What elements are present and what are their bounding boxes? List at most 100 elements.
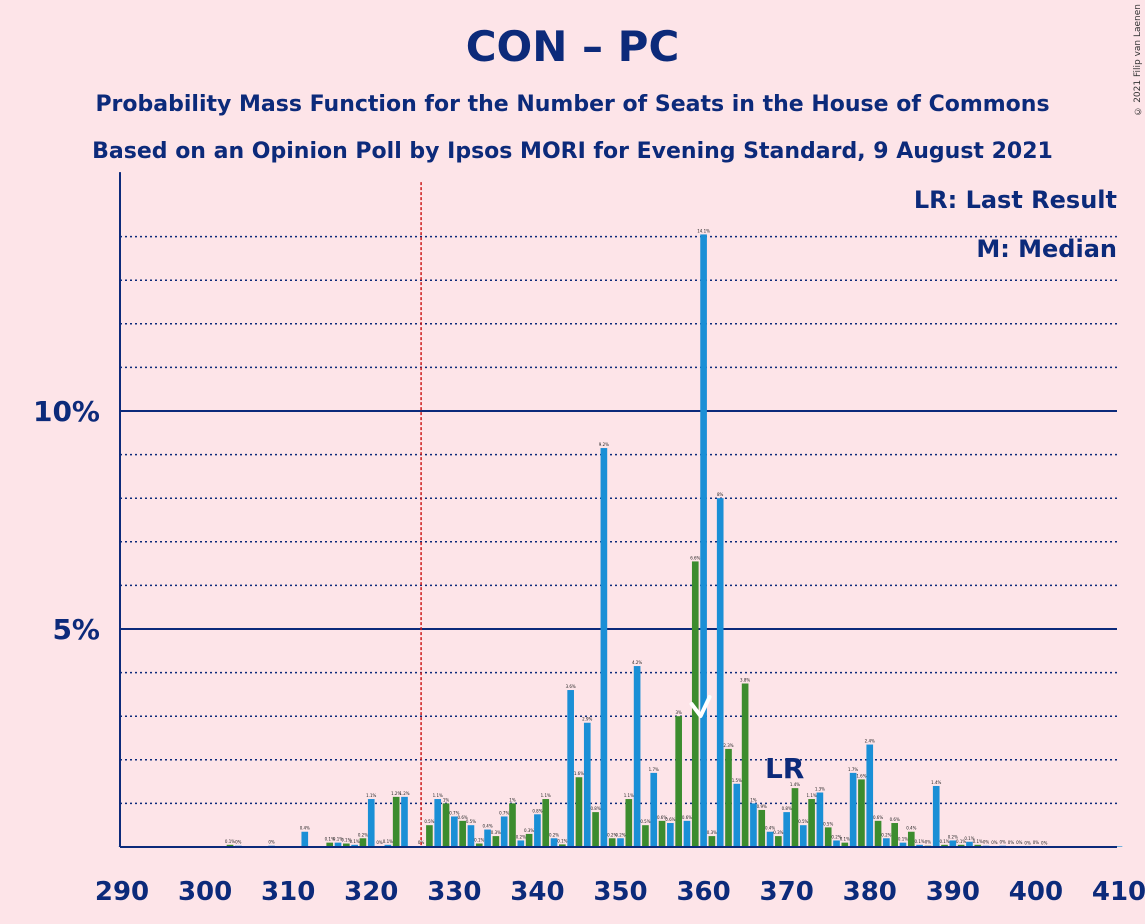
bar-350 — [617, 838, 624, 847]
bar-label-338: 0.2% — [516, 834, 526, 839]
bar-375 — [824, 827, 832, 847]
bar-357 — [675, 716, 682, 847]
bar-label-354: 1.7% — [649, 767, 659, 772]
bar-363 — [725, 748, 732, 847]
x-tick-340: 340 — [510, 877, 564, 907]
bar-label-353: 0.5% — [640, 819, 650, 824]
bar-label-394: 0% — [983, 840, 990, 845]
bar-393 — [974, 844, 982, 847]
bar-label-349: 0.2% — [607, 832, 617, 837]
bar-label-391: 0.1% — [956, 839, 966, 844]
bar-label-375: 0.5% — [823, 821, 833, 826]
bar-385 — [907, 831, 915, 847]
bar-label-341: 1.1% — [541, 793, 551, 798]
bar-label-397: 0% — [1008, 840, 1015, 845]
bar-label-318: 0.1% — [350, 839, 360, 844]
bar-378 — [849, 772, 857, 847]
bar-label-390: 0.2% — [948, 834, 958, 839]
bar-label-303: 0.1% — [225, 839, 235, 844]
bar-label-343: 0.1% — [557, 838, 567, 843]
bar-328 — [434, 799, 442, 847]
bar-352 — [633, 666, 641, 847]
bar-label-380: 2.4% — [865, 739, 875, 744]
chart-title: CON – PC — [465, 22, 680, 71]
bar-label-331: 0.6% — [458, 815, 468, 820]
bar-label-393: 0.1% — [973, 839, 983, 844]
bar-label-346: 2.9% — [582, 717, 592, 722]
bar-label-337: 1% — [509, 797, 516, 802]
bar-label-376: 0.2% — [831, 834, 841, 839]
bar-label-388: 1.4% — [931, 780, 941, 785]
bar-label-355: 0.6% — [657, 815, 667, 820]
x-tick-300: 300 — [178, 877, 232, 907]
bar-label-339: 0.3% — [524, 828, 534, 833]
bar-label-373: 1.1% — [807, 793, 817, 798]
bar-label-312: 0.4% — [300, 826, 310, 831]
bar-label-395: 0% — [991, 840, 998, 845]
bar-label-401: 0% — [1041, 840, 1048, 845]
bar-label-370: 0.8% — [782, 806, 792, 811]
bar-369 — [775, 836, 782, 847]
bar-319 — [359, 838, 367, 847]
bar-label-389: 0.1% — [939, 839, 949, 844]
bar-label-363: 2.3% — [723, 743, 733, 748]
x-tick-310: 310 — [261, 877, 315, 907]
axes: 290 300 310 320 330 340 350 360 370 380 390 400 410 5… — [33, 172, 1145, 907]
bar-label-365: 3.8% — [740, 678, 750, 683]
y-tick-10: 10% — [33, 395, 100, 428]
x-tick-390: 390 — [926, 877, 980, 907]
bar-337 — [509, 803, 516, 847]
bar-label-340: 0.8% — [532, 808, 542, 813]
bar-label-335: 0.3% — [491, 830, 501, 835]
gridlines — [120, 235, 1117, 805]
bar-label-358: 0.6% — [682, 815, 692, 820]
bar-303 — [226, 844, 234, 847]
bar-label-377: 0.1% — [840, 837, 850, 842]
bar-349 — [608, 838, 616, 847]
bar-335 — [492, 836, 500, 847]
bar-376 — [833, 840, 840, 847]
bar-359 — [691, 561, 699, 847]
bar-label-364: 1.5% — [732, 778, 742, 783]
bar-327 — [426, 825, 433, 847]
x-tick-290: 290 — [95, 877, 149, 907]
bar-374 — [816, 792, 824, 847]
bar-329 — [442, 803, 450, 847]
x-tick-330: 330 — [427, 877, 481, 907]
bar-379 — [858, 779, 865, 847]
last-result-label: LR — [765, 752, 804, 785]
bar-346 — [583, 722, 591, 847]
bar-339 — [525, 833, 533, 847]
x-tick-350: 350 — [593, 877, 647, 907]
bar-label-357: 3% — [675, 710, 682, 715]
bar-label-379: 1.6% — [856, 773, 866, 778]
bar-334 — [484, 829, 491, 847]
bar-390 — [949, 840, 957, 847]
y-tick-5: 5% — [52, 613, 100, 646]
bar-label-382: 0.2% — [881, 832, 891, 837]
bar-377 — [841, 842, 849, 847]
bar-label-336: 0.7% — [499, 810, 509, 815]
bar-label-322: 0.1% — [383, 839, 393, 844]
bar-382 — [883, 838, 890, 847]
bar-320 — [367, 799, 375, 847]
bar-label-383: 0.6% — [890, 817, 900, 822]
bar-353 — [642, 825, 649, 847]
bar-label-392: 0.1% — [964, 836, 974, 841]
bar-label-356: 0.6% — [665, 817, 675, 822]
bar-324 — [401, 796, 408, 847]
bar-label-344: 3.6% — [566, 684, 576, 689]
legend-median: M: Median — [976, 235, 1117, 263]
bar-368 — [766, 831, 774, 847]
bar-label-369: 0.3% — [773, 830, 783, 835]
bar-330 — [451, 816, 458, 847]
bar-392 — [966, 841, 973, 847]
bar-label-361: 0.3% — [707, 830, 717, 835]
annotations: LR — [420, 182, 804, 847]
bar-label-324: 1.2% — [399, 791, 409, 796]
x-tick-380: 380 — [843, 877, 897, 907]
bar-340 — [534, 814, 541, 847]
bar-315 — [326, 842, 334, 847]
bar-389 — [941, 844, 948, 847]
bar-label-334: 0.4% — [482, 824, 492, 829]
